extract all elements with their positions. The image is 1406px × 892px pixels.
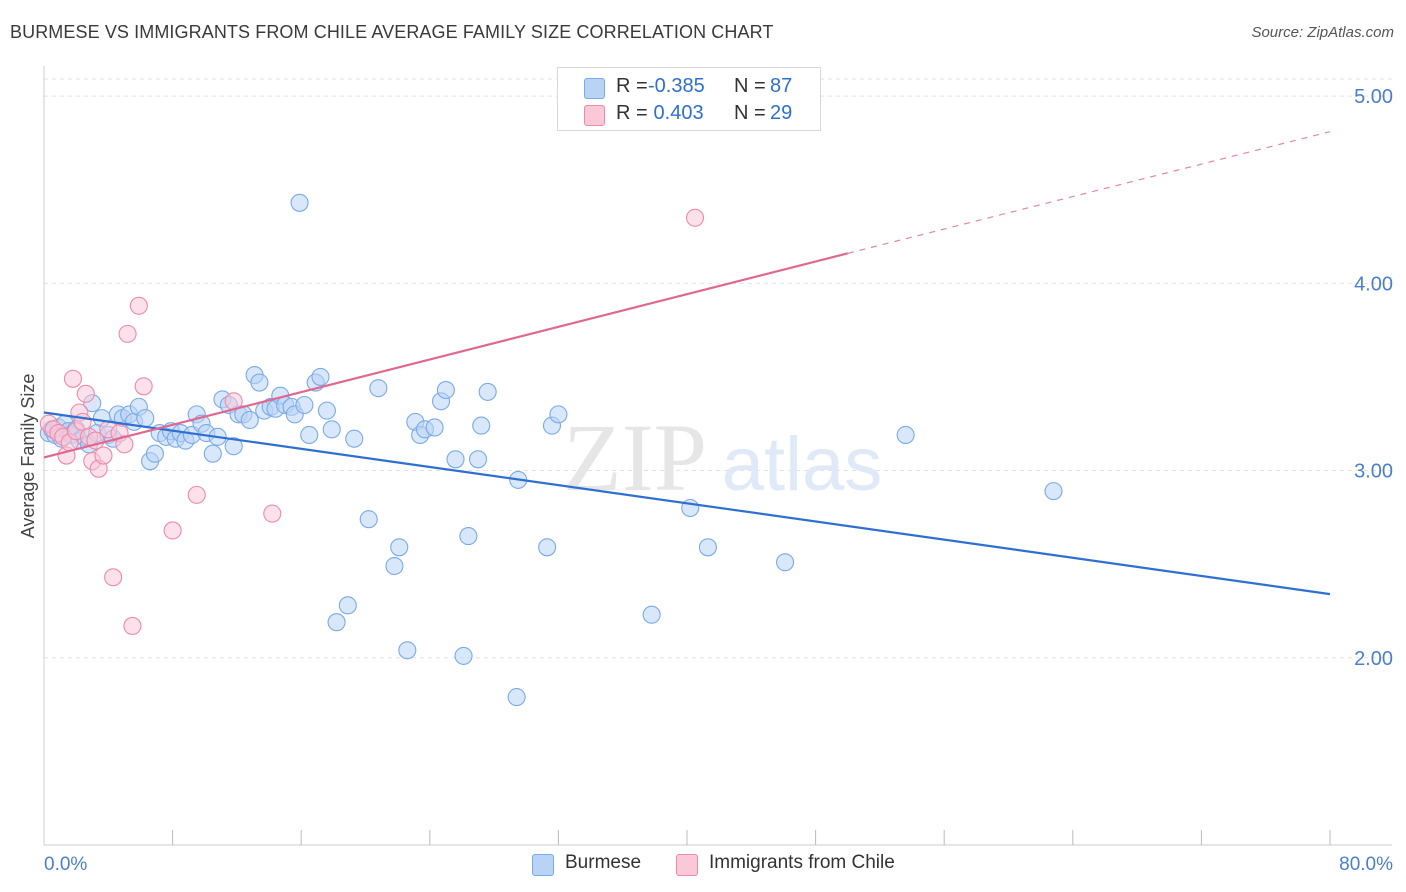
legend: R = -0.385 N = 87 R = 0.403 N = 29 xyxy=(557,67,821,131)
data-point-chile xyxy=(685,208,705,227)
data-point-chile xyxy=(104,568,123,587)
data-point-burmese xyxy=(203,444,222,463)
data-point-burmese xyxy=(425,418,444,437)
data-point-chile xyxy=(94,446,113,465)
data-point-burmese xyxy=(642,605,661,624)
data-point-burmese xyxy=(472,416,491,435)
x-tick-label-max: 80.0% xyxy=(1339,854,1393,875)
source-credit: Source: ZipAtlas.com xyxy=(1251,24,1394,41)
data-points xyxy=(39,193,1063,707)
data-point-burmese xyxy=(507,688,526,707)
trend-line-chile xyxy=(43,252,849,459)
data-point-chile xyxy=(76,384,95,403)
data-point-burmese xyxy=(446,450,465,469)
y-tick-label: 3.00 xyxy=(1354,461,1393,483)
data-point-burmese xyxy=(538,538,557,557)
data-point-chile xyxy=(134,377,153,396)
axis-labels: 2.00 3.00 4.00 5.00 0.0% 80.0% Average Family … xyxy=(18,86,1393,875)
data-point-chile xyxy=(118,324,137,343)
legend-n-value: 87 xyxy=(770,75,793,97)
watermark-zip: ZIP xyxy=(563,404,707,511)
legend-n-label: N = xyxy=(734,75,766,97)
data-point-burmese xyxy=(776,553,795,572)
data-point-burmese xyxy=(290,193,309,212)
legend-swatch-burmese xyxy=(584,78,605,99)
data-point-burmese xyxy=(369,379,388,398)
grid-lines xyxy=(44,78,1392,659)
data-point-burmese xyxy=(698,538,717,557)
data-point-burmese xyxy=(240,410,259,430)
data-point-chile xyxy=(263,504,282,523)
x-tick-label-min: 0.0% xyxy=(44,854,87,875)
data-point-burmese xyxy=(322,420,341,439)
data-point-burmese xyxy=(436,380,455,400)
data-point-burmese xyxy=(300,425,319,445)
data-point-burmese xyxy=(398,641,417,660)
data-point-burmese xyxy=(359,510,378,529)
data-point-chile xyxy=(163,521,182,540)
legend-swatch-chile xyxy=(584,105,605,126)
watermark-atlas: atlas xyxy=(722,422,883,507)
legend-r-value: -0.385 xyxy=(648,75,705,97)
data-point-burmese xyxy=(136,409,155,428)
legend-label-chile: Immigrants from Chile xyxy=(709,852,895,873)
data-point-burmese xyxy=(327,613,346,632)
data-point-burmese xyxy=(250,373,269,392)
y-tick-label: 4.00 xyxy=(1354,273,1393,295)
trend-lines xyxy=(43,131,1331,596)
data-point-burmese xyxy=(459,527,478,546)
y-axis-label: Average Family Size xyxy=(18,374,38,539)
legend-swatch-burmese xyxy=(532,854,554,876)
data-point-chile xyxy=(123,616,142,635)
data-point-burmese xyxy=(454,646,473,665)
legend-r-value: 0.403 xyxy=(648,102,704,124)
data-point-burmese xyxy=(549,405,568,424)
chart-title: BURMESE VS IMMIGRANTS FROM CHILE AVERAGE… xyxy=(10,22,774,42)
axes xyxy=(43,66,1392,846)
data-point-burmese xyxy=(295,395,314,415)
watermark: ZIP atlas xyxy=(563,404,882,511)
y-tick-label: 2.00 xyxy=(1354,648,1393,670)
data-point-burmese xyxy=(896,425,915,445)
y-tick-label: 5.00 xyxy=(1354,86,1393,108)
data-point-burmese xyxy=(390,538,409,557)
data-point-burmese xyxy=(145,444,164,463)
legend-n-label: N = xyxy=(734,102,766,124)
trend-line-burmese xyxy=(43,411,1331,596)
data-point-chile xyxy=(187,485,206,504)
data-point-burmese xyxy=(224,437,243,456)
legend-r-label: R = xyxy=(616,75,648,97)
data-point-burmese xyxy=(345,429,364,448)
data-point-chile xyxy=(129,296,148,315)
data-point-burmese xyxy=(311,367,330,386)
data-point-burmese xyxy=(1044,482,1063,501)
trend-line-chile-extension xyxy=(847,131,1331,254)
legend-label-burmese: Burmese xyxy=(565,852,642,873)
legend-r-label: R = xyxy=(616,102,648,124)
legend-n-value: 29 xyxy=(770,102,793,124)
data-point-chile xyxy=(63,369,82,388)
data-point-burmese xyxy=(385,556,404,576)
legend-swatch-chile xyxy=(676,854,698,876)
data-point-burmese xyxy=(478,382,497,401)
data-point-chile xyxy=(115,435,134,454)
data-point-burmese xyxy=(468,450,488,469)
data-point-burmese xyxy=(317,401,336,420)
data-point-burmese xyxy=(338,596,357,615)
